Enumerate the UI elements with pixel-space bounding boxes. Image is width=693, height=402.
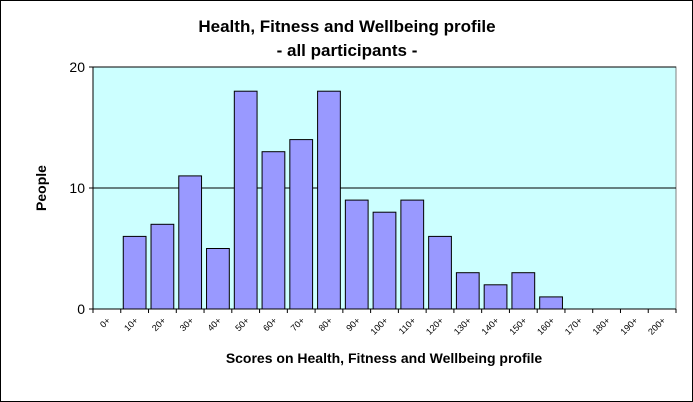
bar-140+ [483,284,508,310]
chart-subtitle: - all participants - [277,41,418,60]
bar-120+ [428,235,452,310]
bar-30+ [178,175,203,310]
y-tick-labels: 0 10 20 [69,59,85,317]
x-tick-label-80+: 80+ [317,315,335,333]
bar-160+ [539,296,563,310]
x-tick-label-60+: 60+ [261,315,279,333]
x-tick-label-50+: 50+ [233,315,251,333]
x-tick-label-130+: 130+ [452,315,473,336]
y-tick-label-10: 10 [69,180,85,196]
x-tick-label-10+: 10+ [122,315,140,333]
x-tick-label-170+: 170+ [563,315,584,336]
bar-90+ [344,199,369,310]
x-tick-label-100+: 100+ [369,315,390,336]
bar-60+ [261,151,286,310]
x-tick-label-120+: 120+ [424,315,445,336]
x-tick-label-30+: 30+ [178,315,196,333]
x-tick-label-190+: 190+ [618,315,639,336]
y-tick-label-0: 0 [77,301,85,317]
x-tick-label-40+: 40+ [205,315,223,333]
bars [122,90,563,310]
x-tick-label-160+: 160+ [535,315,556,336]
x-axis-title: Scores on Health, Fitness and Wellbeing … [226,350,543,366]
bar-150+ [511,272,536,310]
bar-130+ [455,272,480,310]
x-tick-label-0+: 0+ [98,315,112,329]
axes [89,66,677,313]
bar-100+ [372,211,397,310]
bar-50+ [233,90,258,310]
y-axis-title: People [33,165,49,211]
x-tick-label-110+: 110+ [397,315,418,336]
chart-title: Health, Fitness and Wellbeing profile [198,17,495,36]
x-tick-label-20+: 20+ [150,315,168,333]
bar-40+ [206,248,230,310]
x-tick-labels: 0+ 10+ 20+ 30+ 40+ 50+ 60+ 70+ 80+ 90+ 100+ 110+ 120… [98,315,668,336]
bar-20+ [150,223,175,310]
x-tick-label-90+: 90+ [344,315,362,333]
x-tick-label-140+: 140+ [480,315,501,336]
bar-10+ [122,235,147,310]
bar-80+ [317,90,341,310]
bar-110+ [400,199,425,310]
x-tick-label-150+: 150+ [507,315,528,336]
x-tick-label-200+: 200+ [646,315,667,336]
x-tick-label-180+: 180+ [591,315,612,336]
x-tick-label-70+: 70+ [289,315,307,333]
y-tick-label-20: 20 [69,59,85,75]
bar-70+ [289,139,314,310]
